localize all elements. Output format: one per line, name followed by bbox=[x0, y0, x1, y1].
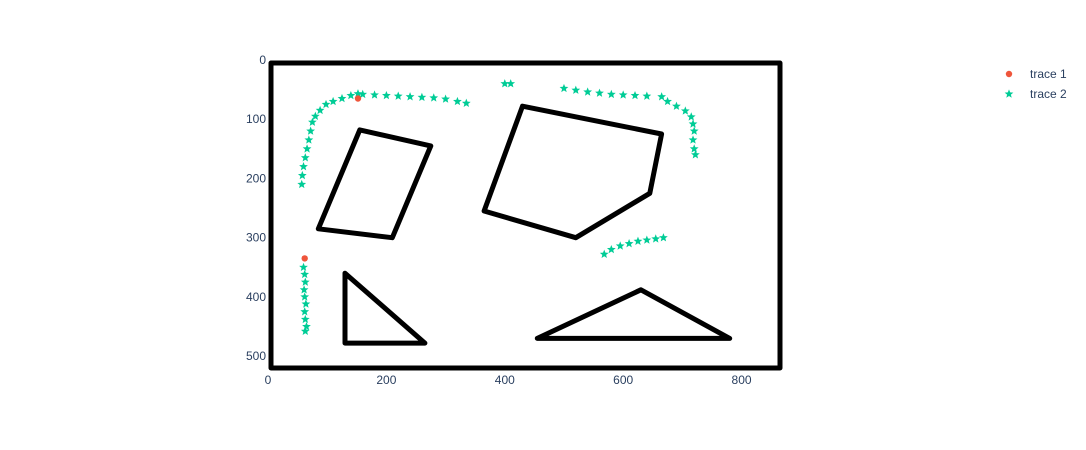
trace-2-point bbox=[297, 179, 307, 189]
trace-2-point bbox=[346, 90, 356, 100]
trace-2-point bbox=[337, 93, 347, 103]
y-tick-label: 300 bbox=[246, 231, 266, 245]
trace-2-point bbox=[618, 90, 628, 99]
trace-2-point bbox=[686, 112, 696, 121]
border-rectangle bbox=[268, 60, 783, 371]
parallelogram bbox=[315, 127, 434, 241]
trace-2-point bbox=[615, 241, 625, 250]
legend-item-trace-2[interactable]: trace 2 bbox=[1004, 87, 1067, 101]
trace-2-point bbox=[453, 96, 462, 106]
x-tick-label: 400 bbox=[495, 373, 515, 387]
trace-2-point bbox=[599, 249, 609, 258]
trace-2-point bbox=[405, 92, 415, 101]
trace-1-point bbox=[354, 95, 362, 102]
x-tick-label: 0 bbox=[265, 373, 272, 387]
trace-2-point bbox=[300, 269, 310, 279]
trace-2-point bbox=[417, 92, 427, 102]
trace-2-point bbox=[506, 79, 516, 88]
y-tick-label: 0 bbox=[259, 53, 266, 67]
trace-2-point bbox=[633, 236, 643, 245]
trace-2-point bbox=[297, 170, 307, 180]
legend-label: trace 1 bbox=[1030, 67, 1067, 81]
trace-2-point bbox=[688, 119, 698, 128]
trace-1-point bbox=[301, 255, 308, 262]
trace-2-point bbox=[680, 106, 690, 115]
trace-2-point bbox=[382, 90, 391, 100]
trace-2-point bbox=[642, 235, 652, 244]
trace-2-point bbox=[651, 234, 661, 243]
trace-2-point bbox=[393, 91, 403, 100]
trace-2-point bbox=[441, 94, 450, 103]
trace-2-point bbox=[299, 285, 309, 294]
trace-2-point bbox=[571, 85, 581, 94]
y-tick-label: 400 bbox=[246, 290, 266, 304]
trace-2-point bbox=[624, 239, 634, 248]
trace-2-point bbox=[689, 126, 699, 135]
trace-2-point bbox=[302, 321, 311, 331]
y-tick-label: 100 bbox=[246, 112, 266, 126]
left-triangle bbox=[342, 270, 428, 346]
trace-2-point bbox=[559, 83, 569, 93]
trace-2-point bbox=[300, 307, 310, 316]
y-axis: 0 100 200 300 400 500 bbox=[246, 53, 266, 363]
trace-2-point bbox=[606, 89, 616, 99]
trace-2-point bbox=[672, 101, 681, 110]
right-triangle bbox=[534, 287, 733, 341]
trace-2-point bbox=[306, 126, 315, 135]
trace-2-point bbox=[328, 96, 338, 106]
trace-2-point bbox=[299, 162, 308, 171]
trace-2-point bbox=[606, 244, 616, 254]
trace-2-point bbox=[321, 99, 331, 109]
trace-2-point bbox=[659, 233, 668, 242]
trace-2-point bbox=[304, 135, 314, 144]
data-points bbox=[297, 79, 700, 335]
trace-2-point bbox=[353, 89, 363, 98]
trace-2-point bbox=[691, 150, 700, 159]
trace-2-point bbox=[429, 93, 439, 102]
trace-2-point bbox=[689, 144, 699, 153]
trace-2-point bbox=[358, 89, 368, 99]
trace-2-point bbox=[688, 135, 698, 144]
x-axis: 0 200 400 600 800 bbox=[265, 373, 752, 387]
trace-2-point bbox=[301, 299, 311, 308]
trace-2-point bbox=[642, 91, 652, 100]
y-tick-label: 200 bbox=[246, 171, 266, 185]
pentagon bbox=[481, 103, 665, 241]
legend[interactable]: trace 1 trace 2 bbox=[1004, 67, 1067, 101]
trace-2-point bbox=[583, 87, 593, 96]
trace-2-point bbox=[657, 92, 667, 101]
x-tick-label: 800 bbox=[732, 373, 752, 387]
trace-2-point bbox=[300, 292, 310, 301]
trace-2-point bbox=[299, 262, 308, 272]
x-tick-label: 200 bbox=[376, 373, 396, 387]
trace-2-point bbox=[630, 90, 640, 100]
trace-2-point bbox=[315, 105, 325, 115]
trace-2-point bbox=[302, 144, 312, 153]
legend-label: trace 2 bbox=[1030, 87, 1067, 101]
legend-item-trace-1[interactable]: trace 1 bbox=[1005, 67, 1067, 81]
trace-2-point bbox=[461, 98, 471, 107]
legend-circle-marker bbox=[1005, 70, 1013, 78]
background-shapes bbox=[268, 60, 783, 371]
trace-2-point bbox=[595, 88, 604, 97]
trace-2-point bbox=[310, 111, 320, 120]
trace-2-point bbox=[300, 277, 310, 286]
trace-2-point bbox=[663, 96, 672, 106]
trace-2-point bbox=[300, 314, 310, 324]
y-tick-label: 500 bbox=[246, 349, 266, 363]
legend-star-marker bbox=[1004, 89, 1014, 98]
trace-2-point bbox=[300, 326, 310, 335]
trace-2-point bbox=[300, 153, 310, 162]
trace-2-point bbox=[308, 117, 317, 126]
trace-2-point bbox=[500, 79, 510, 88]
x-tick-label: 600 bbox=[613, 373, 633, 387]
trace-2-point bbox=[370, 90, 379, 99]
